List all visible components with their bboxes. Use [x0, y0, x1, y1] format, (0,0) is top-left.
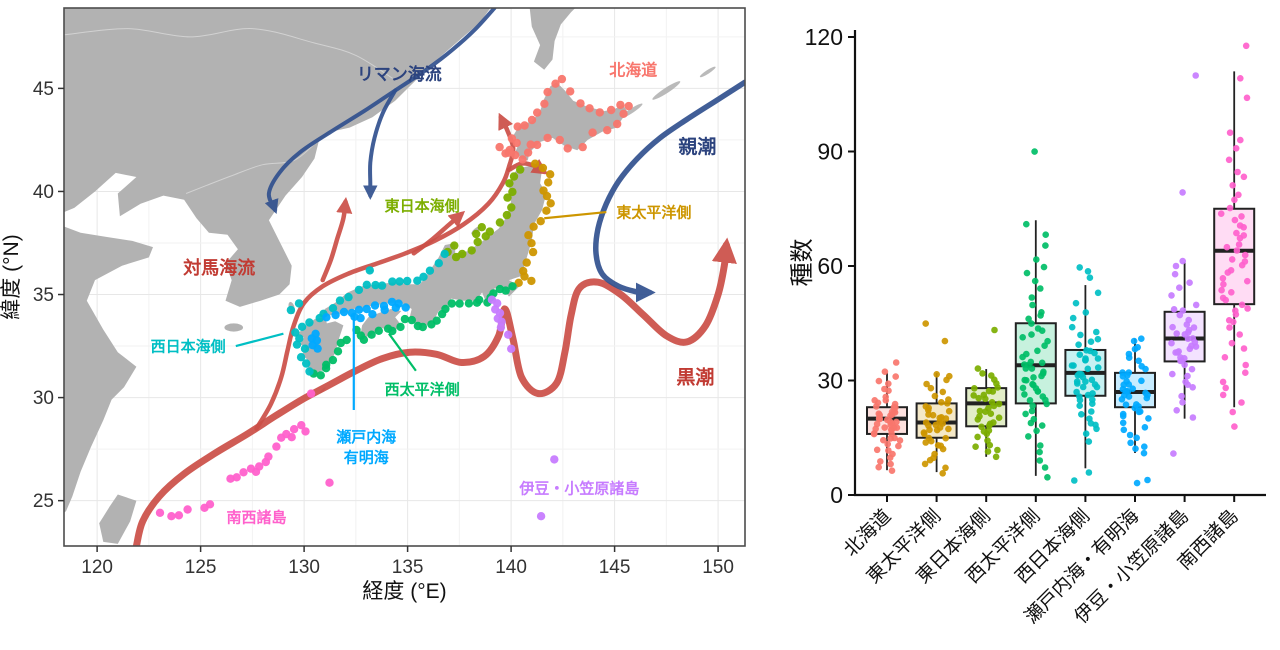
- current-label-liman: リマン海流: [357, 64, 442, 84]
- region-label: 北海道: [609, 60, 657, 79]
- current-oyashio: [593, 79, 745, 303]
- map-x-tick-label: 130: [288, 557, 320, 578]
- boxplot-y-tick-label: 0: [830, 482, 843, 508]
- region-dots-6: [487, 295, 559, 521]
- boxplot-points-0: [870, 359, 904, 475]
- boxplot-points-2: [970, 326, 1003, 461]
- current-label-oyashio: 親潮: [678, 135, 716, 158]
- boxplot-y-axis-title: 種数: [790, 239, 816, 287]
- boxplot-y-tick-label: 60: [817, 253, 843, 279]
- region-dots-7: [155, 389, 334, 521]
- map-y-tick-label: 40: [33, 182, 54, 203]
- boxplot-box-6: [1163, 262, 1206, 419]
- map-sampling-sites: [155, 74, 633, 521]
- map-axes: 120 125 130 135 140 145 150 25 30 35 40 45 経度 (°E) 緯度…: [0, 79, 734, 603]
- map-y-tick-label: 45: [33, 79, 54, 100]
- map-y-tick-label: 30: [33, 388, 54, 409]
- current-liman-branch: [363, 88, 398, 200]
- current-tsushima-branch-1: [320, 196, 353, 283]
- map-y-tick-label: 25: [33, 491, 54, 512]
- current-tsushima-main: [254, 112, 516, 431]
- region-label: 西太平洋側: [385, 381, 460, 399]
- map-ocean-currents: [132, 8, 745, 546]
- region-label: 有明海: [344, 449, 389, 467]
- region-label: 南西諸島: [226, 508, 286, 526]
- region-label: 東太平洋側: [616, 203, 691, 221]
- region-dots-4: [286, 249, 449, 376]
- map-x-tick-label: 145: [599, 557, 631, 578]
- map-x-tick-label: 150: [702, 557, 734, 578]
- current-label-kuroshio: 黒潮: [676, 367, 714, 389]
- boxplot-points-6: [1168, 72, 1200, 457]
- map-x-tick-label: 120: [81, 557, 113, 578]
- map-x-tick-label: 125: [185, 557, 217, 578]
- boxplot-points-4: [1068, 264, 1102, 484]
- map-x-tick-label: 140: [495, 557, 527, 578]
- region-label: 瀬戸内海: [336, 428, 396, 446]
- region-dots-5: [307, 297, 410, 353]
- boxplot-content: [866, 42, 1256, 487]
- boxplot-points-1: [920, 320, 953, 477]
- region-label: 東日本海側: [385, 197, 460, 215]
- region-dots-2: [443, 165, 525, 262]
- map-panel-border: [63, 7, 746, 547]
- region-label: 西日本海側: [151, 337, 226, 355]
- map-y-axis-title: 緯度 (°N): [0, 234, 23, 319]
- current-liman-main: [264, 8, 497, 215]
- boxplot-y-tick-label: 120: [805, 24, 843, 50]
- region-dots-1: [514, 159, 555, 287]
- region-label: 伊豆・小笠原諸島: [518, 480, 639, 498]
- current-label-tsushima: 対馬海流: [182, 257, 255, 278]
- boxplot-points-7: [1217, 42, 1251, 430]
- boxplot-y-tick-label: 90: [817, 139, 843, 165]
- current-tsushima-branch-2: [411, 210, 466, 256]
- map-x-axis-title: 経度 (°E): [362, 580, 446, 603]
- boxplot-points-5: [1118, 335, 1152, 487]
- boxplot-box-7: [1213, 71, 1256, 408]
- map-x-tick-label: 135: [392, 557, 424, 578]
- map-y-tick-label: 35: [33, 285, 54, 306]
- region-dots-3: [309, 282, 517, 380]
- region-dots-0: [495, 74, 633, 164]
- boxplot-points-3: [1019, 148, 1051, 481]
- boxplot-panel: 0306090120北海道東太平洋側東日本海側西太平洋側西日本海側瀬戸内海・有明…: [790, 24, 1266, 628]
- boxplot-y-tick-label: 30: [817, 368, 843, 394]
